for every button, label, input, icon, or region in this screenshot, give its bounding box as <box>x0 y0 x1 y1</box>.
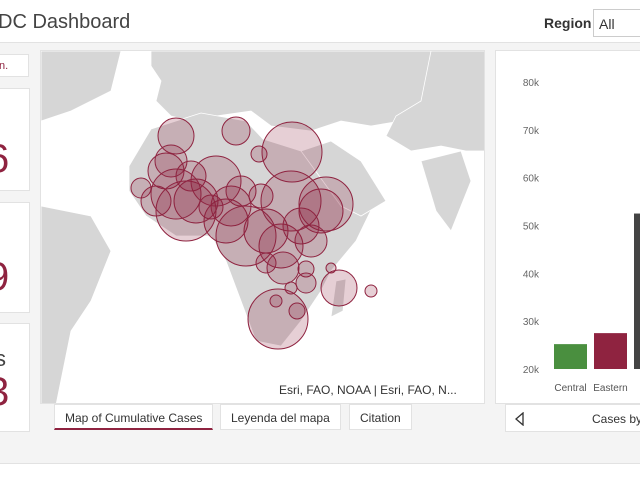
map-bubble <box>295 272 317 294</box>
map-bubble <box>266 251 300 285</box>
map-bubble <box>288 302 306 320</box>
map-bubble <box>258 223 304 269</box>
india <box>420 150 472 232</box>
header: DC Dashboard Region All <box>0 0 640 43</box>
land <box>41 51 484 403</box>
stat-card: s 3 <box>0 323 30 432</box>
prev-arrow[interactable] <box>514 412 526 426</box>
chart: 20k30k40k50k60k70k80kCentralEasternW <box>523 78 640 394</box>
africa <box>128 112 374 347</box>
bottom-panel <box>0 463 640 480</box>
map-tab[interactable]: Map of Cumulative Cases <box>54 404 214 430</box>
map-bubble <box>155 180 217 242</box>
note-text: n. <box>0 60 9 72</box>
south-america <box>41 205 112 403</box>
map-bubble <box>210 185 252 227</box>
asia <box>385 51 484 152</box>
bar <box>554 344 587 369</box>
dashboard-title: DC Dashboard <box>0 11 131 33</box>
stat-value: 9 <box>0 255 9 300</box>
map-bubble <box>282 207 320 245</box>
bar <box>594 333 627 369</box>
map-bubble <box>269 294 283 308</box>
map-bubble <box>154 144 188 178</box>
chart-footer: Cases by <box>505 404 640 432</box>
filter-note: n. <box>0 54 29 77</box>
map-bubble <box>221 116 251 146</box>
y-tick-label: 80k <box>523 78 540 89</box>
y-tick-label: 60k <box>523 174 540 185</box>
y-tick-label: 20k <box>523 365 540 376</box>
arabia <box>300 140 387 217</box>
y-tick-label: 70k <box>523 126 540 137</box>
map-tab[interactable]: Citation <box>349 404 412 430</box>
stat-value: 6 <box>0 137 9 182</box>
map-panel: Esri, FAO, NOAA | Esri, FAO, N... <box>40 50 485 404</box>
map-attribution: Esri, FAO, NOAA | Esri, FAO, N... <box>279 383 457 397</box>
map-bubble <box>320 269 358 307</box>
chart-caption: Cases by <box>592 412 640 426</box>
x-tick-label: Eastern <box>593 383 627 394</box>
map <box>41 51 484 403</box>
stat-label: s <box>0 346 6 371</box>
stat-card: 6 <box>0 88 30 191</box>
bubble-layer <box>130 116 378 350</box>
chart-panel: 20k30k40k50k60k70k80kCentralEasternW <box>495 50 640 404</box>
map-bubble <box>248 183 274 209</box>
map-bubble <box>247 288 309 350</box>
map-bubble <box>297 260 315 278</box>
map-bubble <box>250 145 268 163</box>
map-bubble <box>215 205 277 267</box>
x-tick-label: Central <box>554 383 586 394</box>
region-select[interactable]: All <box>593 9 640 37</box>
map-bubble <box>203 198 249 244</box>
y-tick-label: 50k <box>523 222 540 233</box>
bar <box>634 213 640 369</box>
stat-value: 3 <box>0 370 9 415</box>
map-tab[interactable]: Leyenda del mapa <box>220 404 341 430</box>
region-label: Region <box>544 15 592 31</box>
map-bubble <box>298 188 344 234</box>
y-tick-label: 40k <box>523 269 540 280</box>
y-tick-label: 30k <box>523 317 540 328</box>
greenland <box>41 51 122 122</box>
map-bubble <box>261 121 323 183</box>
map-bubble <box>190 155 242 207</box>
stat-card: 9 <box>0 202 30 313</box>
map-bubble <box>364 284 378 298</box>
